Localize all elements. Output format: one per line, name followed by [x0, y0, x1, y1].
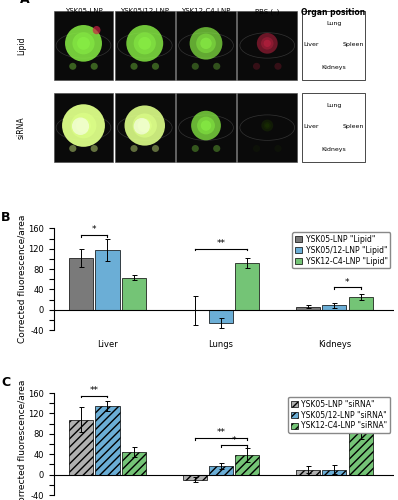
Text: Liver: Liver	[304, 42, 319, 46]
Ellipse shape	[131, 63, 138, 70]
Text: PBS (–): PBS (–)	[255, 8, 279, 15]
Bar	[302, 10, 365, 80]
Bar	[322, 306, 346, 310]
Text: Kidneys: Kidneys	[321, 148, 346, 152]
Ellipse shape	[69, 145, 76, 152]
Ellipse shape	[133, 114, 157, 138]
Bar	[183, 474, 207, 480]
Y-axis label: Corrected fluorescence/area: Corrected fluorescence/area	[18, 380, 27, 500]
Text: A: A	[20, 0, 29, 6]
Ellipse shape	[265, 124, 269, 128]
Text: YSK05-LNP: YSK05-LNP	[64, 8, 102, 14]
Bar	[209, 466, 233, 474]
Ellipse shape	[69, 63, 76, 70]
Ellipse shape	[72, 32, 95, 54]
Text: Organ position: Organ position	[302, 8, 366, 18]
Bar	[176, 10, 236, 80]
Ellipse shape	[196, 34, 216, 53]
Text: *: *	[232, 436, 236, 444]
Bar	[122, 452, 146, 474]
Bar	[209, 310, 233, 322]
Ellipse shape	[213, 145, 220, 152]
Text: Lung: Lung	[326, 103, 341, 108]
Bar	[115, 93, 175, 162]
Ellipse shape	[189, 27, 222, 60]
Ellipse shape	[192, 63, 199, 70]
Ellipse shape	[134, 118, 150, 134]
Text: siRNA: siRNA	[17, 116, 26, 139]
Ellipse shape	[253, 145, 260, 152]
Text: **: **	[90, 386, 99, 395]
Text: C: C	[1, 376, 10, 389]
Bar	[54, 10, 113, 80]
Ellipse shape	[200, 38, 212, 49]
Bar	[122, 278, 146, 310]
Ellipse shape	[138, 37, 151, 50]
Bar	[96, 250, 119, 310]
Ellipse shape	[264, 122, 271, 129]
Ellipse shape	[126, 25, 163, 62]
Ellipse shape	[261, 120, 273, 132]
Bar	[238, 93, 297, 162]
Y-axis label: Corrected fluorescence/area: Corrected fluorescence/area	[18, 215, 27, 344]
Bar	[69, 420, 93, 474]
Bar	[322, 470, 346, 474]
Ellipse shape	[125, 106, 165, 146]
Ellipse shape	[274, 63, 281, 70]
Ellipse shape	[192, 145, 199, 152]
Text: Spleen: Spleen	[343, 42, 365, 46]
Ellipse shape	[261, 37, 273, 50]
Ellipse shape	[91, 63, 98, 70]
Ellipse shape	[152, 63, 159, 70]
Ellipse shape	[134, 32, 156, 54]
Ellipse shape	[91, 145, 98, 152]
Bar	[349, 432, 373, 474]
Bar	[296, 307, 320, 310]
Bar	[96, 406, 119, 474]
Ellipse shape	[70, 113, 96, 138]
Ellipse shape	[263, 40, 271, 47]
Bar	[54, 93, 113, 162]
Legend: YSK05-LNP "siRNA", YSK05/12-LNP "siRNA", YSK12-C4-LNP "siRNA": YSK05-LNP "siRNA", YSK05/12-LNP "siRNA",…	[288, 397, 390, 433]
Bar	[235, 455, 259, 474]
Ellipse shape	[72, 118, 89, 135]
Text: **: **	[217, 239, 225, 248]
Legend: YSK05-LNP "Lipid", YSK05/12-LNP "Lipid", YSK12-C4-LNP "Lipid": YSK05-LNP "Lipid", YSK05/12-LNP "Lipid",…	[292, 232, 390, 268]
Bar	[176, 93, 236, 162]
Ellipse shape	[138, 118, 152, 132]
Bar	[235, 263, 259, 310]
Ellipse shape	[131, 145, 138, 152]
Ellipse shape	[152, 145, 159, 152]
Text: Kidneys: Kidneys	[321, 65, 346, 70]
Text: Lipid: Lipid	[17, 36, 26, 54]
Text: Lung: Lung	[326, 20, 341, 25]
Ellipse shape	[65, 25, 102, 62]
Text: *: *	[345, 278, 350, 287]
Bar	[69, 258, 93, 310]
Bar	[296, 470, 320, 474]
Ellipse shape	[93, 26, 100, 34]
Text: Liver: Liver	[304, 124, 319, 128]
Ellipse shape	[191, 111, 221, 140]
Ellipse shape	[253, 63, 260, 70]
Text: B: B	[1, 211, 10, 224]
Text: YSK12-C4-LNP: YSK12-C4-LNP	[181, 8, 231, 14]
Ellipse shape	[76, 118, 91, 133]
Ellipse shape	[213, 63, 220, 70]
Bar	[302, 93, 365, 162]
Text: *: *	[92, 226, 97, 234]
Text: **: **	[343, 409, 352, 418]
Ellipse shape	[257, 33, 278, 54]
Ellipse shape	[274, 145, 281, 152]
Text: YSK05/12-LNP: YSK05/12-LNP	[120, 8, 169, 14]
Text: Spleen: Spleen	[343, 124, 365, 128]
Ellipse shape	[201, 120, 211, 130]
Ellipse shape	[62, 104, 105, 147]
Bar	[238, 10, 297, 80]
Bar	[115, 10, 175, 80]
Ellipse shape	[197, 116, 215, 134]
Ellipse shape	[77, 37, 90, 50]
Bar	[349, 296, 373, 310]
Text: **: **	[217, 428, 225, 438]
